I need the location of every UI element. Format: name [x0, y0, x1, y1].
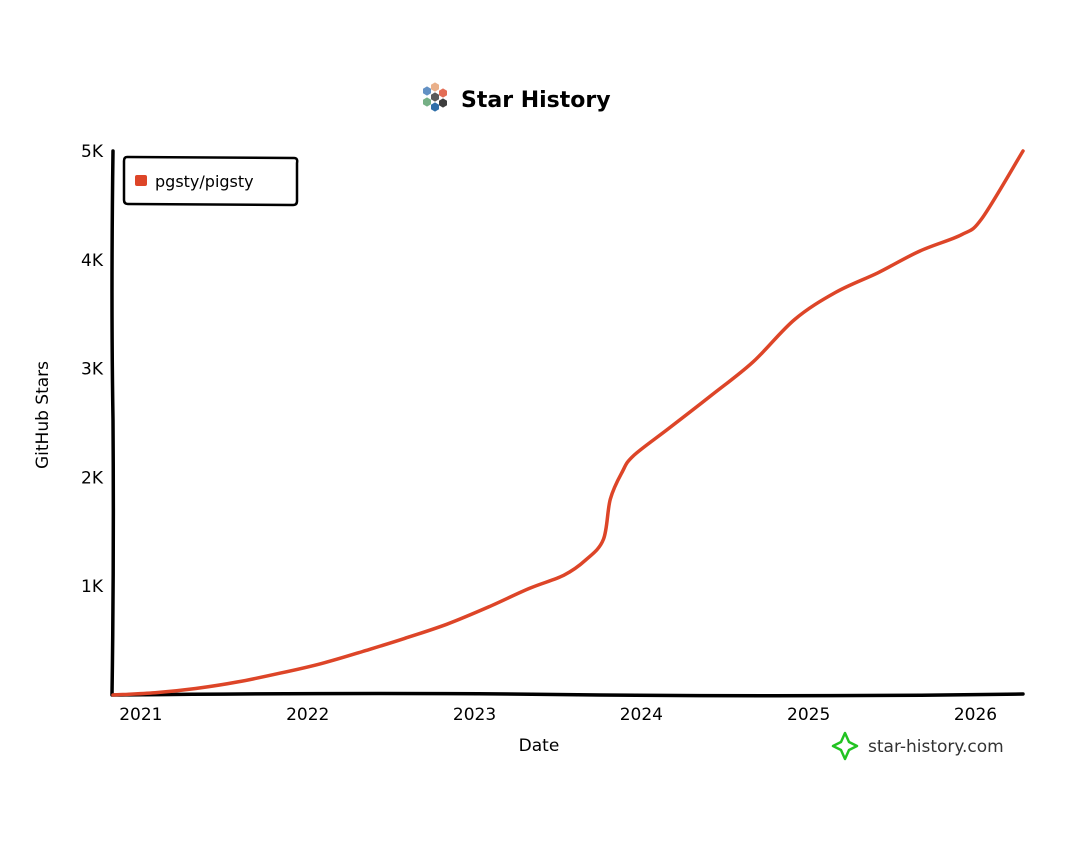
y-axis-label: GitHub Stars [33, 361, 53, 469]
y-tick-label: 4K [81, 251, 104, 271]
y-tick-label: 2K [81, 468, 104, 488]
x-tick-label: 2023 [453, 705, 496, 725]
logo-hexagon [431, 92, 439, 102]
x-tick-label: 2022 [286, 705, 329, 725]
y-ticks: 1K 2K 3K 4K 5K [81, 142, 104, 597]
y-tick-label: 5K [81, 142, 104, 162]
legend-swatch [135, 175, 147, 186]
logo-hexagon [439, 88, 447, 98]
legend: pgsty/pigsty [122, 155, 299, 207]
logo-hexagon [439, 98, 447, 108]
x-tick-label: 2025 [787, 705, 830, 725]
y-tick-label: 3K [81, 360, 104, 380]
watermark-text: star-history.com [868, 737, 1004, 757]
watermark: star-history.com [831, 731, 1004, 761]
axes [110, 149, 1025, 698]
x-tick-label: 2026 [954, 705, 997, 725]
y-tick-label: 1K [81, 577, 104, 597]
series-layer [111, 149, 1025, 697]
x-tick-label: 2024 [620, 705, 663, 725]
sparkle-star-icon [831, 731, 859, 761]
x-axis-line [111, 691, 1025, 698]
x-tick-label: 2021 [119, 705, 162, 725]
logo-hexagon [431, 102, 439, 112]
logo-hexagon [431, 82, 439, 92]
legend-box [122, 155, 299, 207]
chart-header: Star History [423, 82, 611, 113]
chart-title: Star History [461, 88, 611, 113]
series-line-pgsty-pigsty [111, 149, 1025, 697]
x-ticks: 2021 2022 2023 2024 2025 2026 [119, 705, 997, 725]
logo-hexagon [423, 97, 431, 107]
star-history-logo-icon [423, 82, 447, 112]
legend-label: pgsty/pigsty [155, 172, 254, 191]
y-axis-line [110, 149, 116, 697]
logo-hexagon [423, 86, 431, 96]
x-axis-label: Date [519, 736, 560, 756]
